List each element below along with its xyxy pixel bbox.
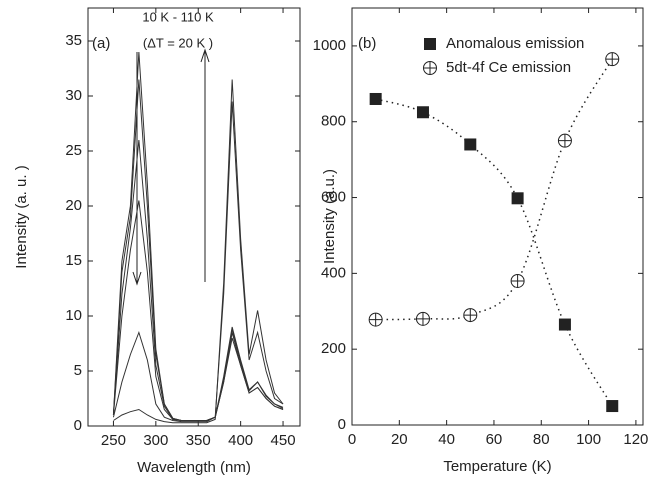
y-axis-label: Intensity (a. u. ) <box>13 165 30 268</box>
plot-frame <box>87 7 301 427</box>
plot-frame <box>351 7 644 426</box>
marker-circle-plus <box>368 312 383 327</box>
x-tick-label: 40 <box>438 431 455 448</box>
marker-square <box>424 38 436 50</box>
spectrum-line <box>112 101 284 423</box>
annotation: (a) <box>92 35 110 52</box>
y-tick-label: 30 <box>65 87 82 104</box>
annotation: (b) <box>358 35 376 52</box>
spectrum-line <box>112 139 284 421</box>
marker-part <box>558 134 572 148</box>
trend-line <box>375 98 613 407</box>
annotation: (ΔT = 20 K ) <box>143 35 213 50</box>
x-tick-label: 350 <box>186 432 211 449</box>
x-tick-label: 300 <box>143 432 168 449</box>
marker-circle-plus <box>415 311 430 326</box>
x-tick-label: 80 <box>533 431 550 448</box>
marker-square <box>511 192 524 205</box>
spectrum-line <box>112 200 284 421</box>
marker-part <box>511 274 525 288</box>
y-tick-label: 1000 <box>313 37 346 54</box>
marker-square <box>369 92 382 105</box>
trend-line <box>375 58 613 321</box>
marker-part <box>416 312 430 326</box>
y-tick-label: 10 <box>65 307 82 324</box>
marker-circle-plus <box>510 273 525 288</box>
marker-square <box>558 318 571 331</box>
x-tick-label: 450 <box>271 432 296 449</box>
y-tick-label: 20 <box>65 197 82 214</box>
y-tick-label: 600 <box>321 189 346 206</box>
x-tick-label: 20 <box>391 431 408 448</box>
marker-part <box>463 308 477 322</box>
marker-square <box>464 138 477 151</box>
marker-square <box>606 400 619 413</box>
y-tick-label: 800 <box>321 113 346 130</box>
marker-circle-plus <box>605 52 620 67</box>
x-tick-label: 60 <box>486 431 503 448</box>
x-axis-label: Wavelength (nm) <box>137 459 251 476</box>
x-tick-label: 120 <box>623 431 648 448</box>
marker-circle-plus <box>423 61 437 75</box>
spectrum-line <box>112 51 284 421</box>
spectrum-line <box>112 79 284 421</box>
y-tick-label: 5 <box>74 362 82 379</box>
arrow <box>200 48 210 282</box>
y-tick-label: 35 <box>65 32 82 49</box>
y-axis-label: Intensity (a.u.) <box>321 169 338 264</box>
y-tick-label: 400 <box>321 264 346 281</box>
marker-circle-plus <box>463 308 478 323</box>
y-tick-label: 0 <box>338 416 346 433</box>
marker-part <box>423 61 437 75</box>
legend-label: 5dt-4f Ce emission <box>446 59 571 76</box>
spectrum-line <box>113 79 284 424</box>
y-tick-label: 25 <box>65 142 82 159</box>
marker-part <box>369 313 383 327</box>
x-tick-label: 400 <box>228 432 253 449</box>
x-tick-label: 250 <box>101 432 126 449</box>
y-tick-label: 0 <box>74 417 82 434</box>
x-tick-label: 100 <box>576 431 601 448</box>
annotation: 10 K - 110 K <box>142 9 214 24</box>
marker-square <box>416 106 429 119</box>
legend-label: Anomalous emission <box>446 35 584 52</box>
x-axis-label: Temperature (K) <box>443 458 551 475</box>
marker-part <box>605 52 619 66</box>
x-tick-label: 0 <box>348 431 356 448</box>
y-tick-label: 200 <box>321 340 346 357</box>
marker-circle-plus <box>557 133 572 148</box>
y-tick-label: 15 <box>65 252 82 269</box>
